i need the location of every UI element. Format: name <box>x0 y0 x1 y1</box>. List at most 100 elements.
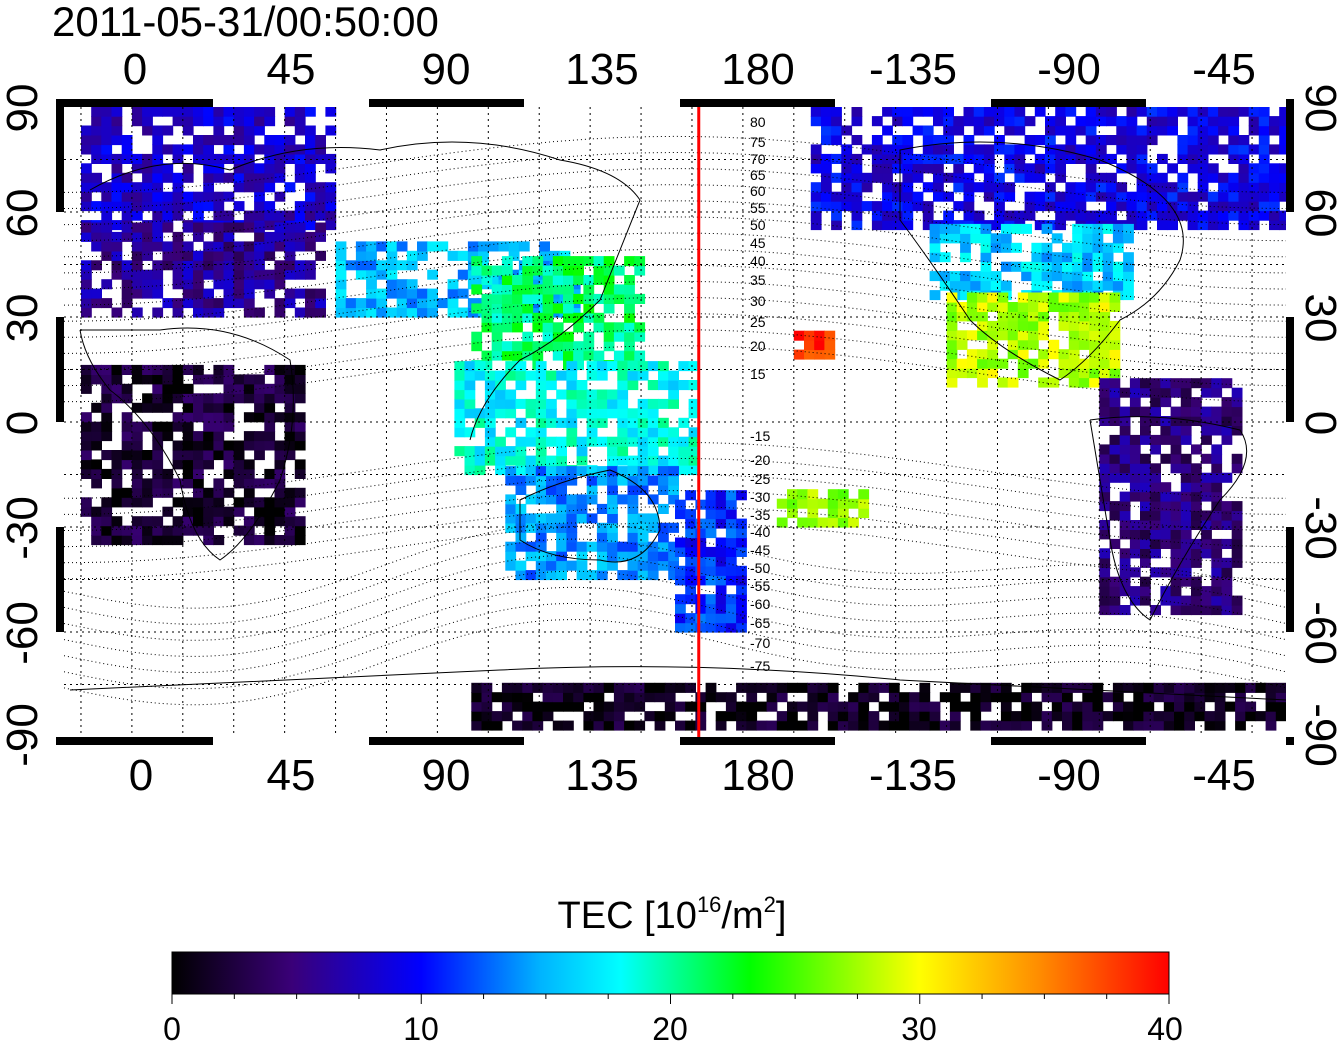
tec-cell <box>668 475 679 486</box>
tec-cell <box>1157 125 1168 136</box>
tec-cell <box>131 241 143 252</box>
tec-cell <box>586 494 598 505</box>
tec-cell <box>695 622 707 633</box>
tec-cell <box>152 402 164 413</box>
tec-cell <box>182 478 194 489</box>
tec-cell <box>223 222 235 233</box>
tec-cell <box>512 275 523 285</box>
tec-cell <box>1041 720 1053 731</box>
tec-cell <box>603 701 615 712</box>
tec-cell <box>637 446 649 457</box>
tec-cell <box>668 380 679 391</box>
tec-cell <box>294 468 306 479</box>
tec-cell <box>546 560 557 571</box>
magnetic-latitude-labels: 80 75 70 65 60 55 50 45 40 35 30 25 20 1… <box>750 114 770 674</box>
tec-cell <box>213 516 225 527</box>
tec-cell <box>484 398 496 409</box>
tec-cell <box>586 436 598 447</box>
tec-cell <box>274 516 286 527</box>
tec-cell <box>563 720 574 731</box>
tec-cell <box>1170 491 1182 502</box>
tec-cell <box>254 269 265 280</box>
tec-cell <box>977 368 988 379</box>
tec-cell <box>294 421 306 432</box>
tec-cell <box>254 250 265 261</box>
tec-cell <box>1119 425 1131 436</box>
tec-cell <box>902 153 914 164</box>
tec-cell <box>715 556 727 567</box>
tec-cell <box>182 163 194 174</box>
tec-cell <box>1221 520 1233 530</box>
tec-cell <box>617 475 629 486</box>
tec-cell <box>736 682 747 693</box>
tec-cell <box>1157 107 1168 117</box>
tec-cell <box>1146 163 1158 174</box>
tec-cell <box>1187 163 1199 174</box>
tec-cell <box>1126 163 1138 174</box>
tec-cell <box>566 408 578 419</box>
colorbar-tick-label: 40 <box>1147 1011 1183 1042</box>
tec-cell <box>593 711 605 722</box>
tec-cell <box>417 241 428 252</box>
tec-cell <box>980 701 992 712</box>
tec-cell <box>1279 220 1286 231</box>
tec-cell <box>1072 701 1083 712</box>
tec-cell <box>91 107 102 117</box>
tec-cell <box>539 241 550 252</box>
tec-cell <box>121 450 133 461</box>
tec-cell <box>406 279 418 290</box>
tec-cell <box>243 307 255 318</box>
tec-cell <box>243 116 255 127</box>
mlat-label-north: 70 <box>750 151 766 167</box>
tec-cell <box>1214 701 1226 712</box>
tec-cell <box>909 720 920 731</box>
tec-cell <box>274 374 286 385</box>
tec-cell <box>213 450 225 461</box>
tec-cell <box>1038 311 1049 322</box>
tec-cell <box>695 692 707 703</box>
tec-cell <box>254 144 265 155</box>
tec-cell <box>1177 172 1189 183</box>
tec-cell <box>203 201 214 212</box>
tec-cell <box>973 163 985 174</box>
tec-cell <box>983 172 995 183</box>
tec-cell <box>1197 191 1209 202</box>
mlat-label-south: -20 <box>750 452 770 468</box>
bottom-longitude-axis: 0 45 90 135 180 -135 -90 -45 <box>129 751 1256 800</box>
tec-cell <box>668 541 679 552</box>
tec-cell <box>172 440 184 451</box>
mlat-label-south: -15 <box>750 428 770 444</box>
tec-cell <box>1112 271 1124 282</box>
tec-cell <box>1099 368 1111 379</box>
tec-cell <box>213 222 225 233</box>
tec-cell <box>837 508 849 519</box>
tec-cell <box>1129 595 1141 606</box>
tec-cell <box>162 260 174 271</box>
tec-cell <box>953 153 965 164</box>
tec-cell <box>182 402 194 413</box>
tec-cell <box>1099 520 1111 530</box>
tec-cell <box>284 241 296 252</box>
tec-cell <box>121 393 133 404</box>
tec-cell <box>1275 692 1286 703</box>
tec-cell <box>1017 311 1029 322</box>
tec-cell <box>1099 406 1111 417</box>
tec-cell <box>193 412 204 423</box>
tec-cell <box>858 489 870 500</box>
tec-cell <box>172 307 184 318</box>
tec-cell <box>1045 135 1056 146</box>
tec-cell <box>471 284 483 295</box>
tec-cell <box>946 349 958 360</box>
tec-cell <box>1000 682 1012 693</box>
tec-cell <box>586 513 598 524</box>
tec-cell <box>284 487 296 498</box>
mlat-contour <box>64 312 1286 370</box>
tec-cell <box>675 682 686 693</box>
tec-cell <box>101 125 113 136</box>
tec-cell <box>556 436 567 447</box>
tec-cell <box>596 541 608 552</box>
tec-cell <box>1211 567 1223 578</box>
tec-cell <box>305 163 316 174</box>
tec-cell <box>294 269 306 280</box>
tec-cell <box>284 402 296 413</box>
